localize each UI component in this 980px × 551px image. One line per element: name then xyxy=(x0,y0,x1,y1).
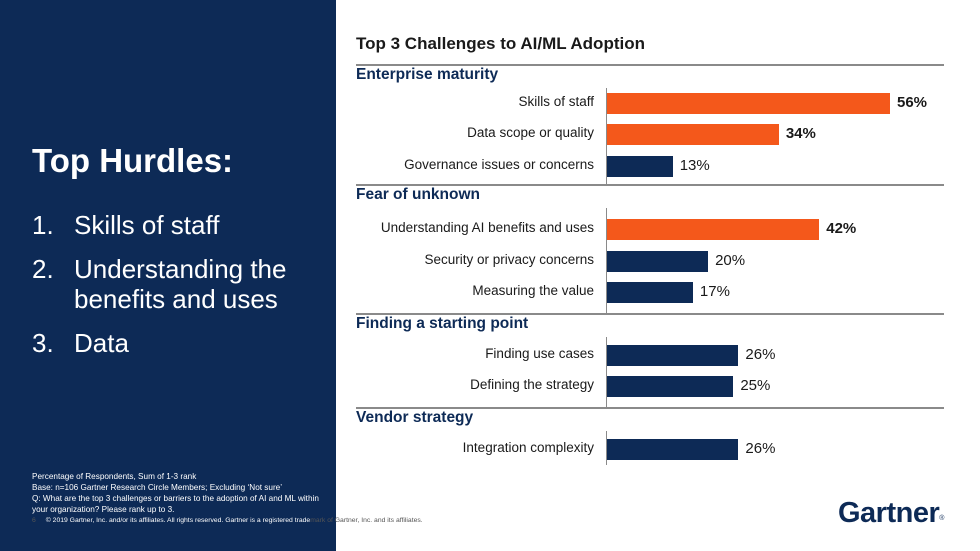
category-label: Security or privacy concerns xyxy=(424,252,594,267)
copyright: 6 © 2019 Gartner, Inc. and/or its affilia… xyxy=(32,517,423,524)
group-divider xyxy=(356,184,944,186)
category-label: Skills of staff xyxy=(518,94,594,109)
bar xyxy=(607,155,673,177)
footnote-line: Base: n=106 Gartner Research Circle Memb… xyxy=(32,483,283,492)
hurdle-text: Data xyxy=(74,328,129,358)
bar xyxy=(607,375,734,397)
group-divider xyxy=(356,313,944,315)
left-panel xyxy=(0,0,336,551)
logo-text: Gartner xyxy=(838,497,940,529)
hurdle-item: 1. Skills of staff xyxy=(32,210,332,240)
bar xyxy=(607,218,820,240)
category-label: Understanding AI benefits and uses xyxy=(380,220,594,235)
hurdle-number: 1. xyxy=(32,210,54,240)
footnote-line: Q: What are the top 3 challenges or barr… xyxy=(32,494,319,514)
gartner-logo: Gartner® xyxy=(838,497,944,530)
hurdle-text: Skills of staff xyxy=(74,210,220,240)
group-divider xyxy=(356,64,944,66)
value-label: 26% xyxy=(745,346,776,363)
category-label: Data scope or quality xyxy=(467,125,594,140)
category-label: Finding use cases xyxy=(485,346,594,361)
hurdle-text: Understanding the benefits and uses xyxy=(74,254,287,314)
category-axis xyxy=(606,337,607,407)
group-label: Enterprise maturity xyxy=(356,66,499,83)
bar xyxy=(607,438,739,460)
left-title: Top Hurdles: xyxy=(32,142,234,179)
page-number: 6 xyxy=(32,517,36,524)
hurdle-list: 1. Skills of staff 2. Understanding the … xyxy=(32,210,332,372)
value-label: 26% xyxy=(745,440,776,457)
footnote-line: Percentage of Respondents, Sum of 1-3 ra… xyxy=(32,472,197,481)
footnote: Percentage of Respondents, Sum of 1-3 ra… xyxy=(32,471,332,515)
category-label: Measuring the value xyxy=(472,283,594,298)
value-label: 34% xyxy=(785,125,816,142)
hurdle-number: 2. xyxy=(32,254,54,284)
value-label: 20% xyxy=(715,252,746,269)
bar xyxy=(607,281,693,303)
group-label: Fear of unknown xyxy=(356,186,480,203)
group-label: Vendor strategy xyxy=(356,409,474,426)
value-label: 17% xyxy=(699,283,730,300)
value-label: 25% xyxy=(740,377,771,394)
bar xyxy=(607,344,739,366)
hurdle-item: 2. Understanding the benefits and uses xyxy=(32,254,332,314)
category-axis xyxy=(606,431,607,465)
category-label: Defining the strategy xyxy=(470,377,594,392)
copyright-text-tail: mark of Gartner, Inc. and its affiliates… xyxy=(310,517,423,524)
category-axis xyxy=(606,208,607,313)
hurdle-number: 3. xyxy=(32,328,54,358)
group-label: Finding a starting point xyxy=(356,315,529,332)
bar xyxy=(607,250,709,272)
value-label: 42% xyxy=(826,220,857,237)
value-label: 13% xyxy=(679,157,710,174)
chart-title: Top 3 Challenges to AI/ML Adoption xyxy=(356,34,645,53)
bar xyxy=(607,92,890,114)
category-axis xyxy=(606,88,607,184)
hurdle-item: 3. Data xyxy=(32,328,332,358)
copyright-text: © 2019 Gartner, Inc. and/or its affiliat… xyxy=(45,517,311,524)
group-divider xyxy=(356,407,944,409)
value-label: 56% xyxy=(897,94,928,111)
bar xyxy=(607,123,779,145)
category-label: Governance issues or concerns xyxy=(404,157,594,172)
category-label: Integration complexity xyxy=(462,440,594,455)
registered-mark: ® xyxy=(939,515,944,522)
